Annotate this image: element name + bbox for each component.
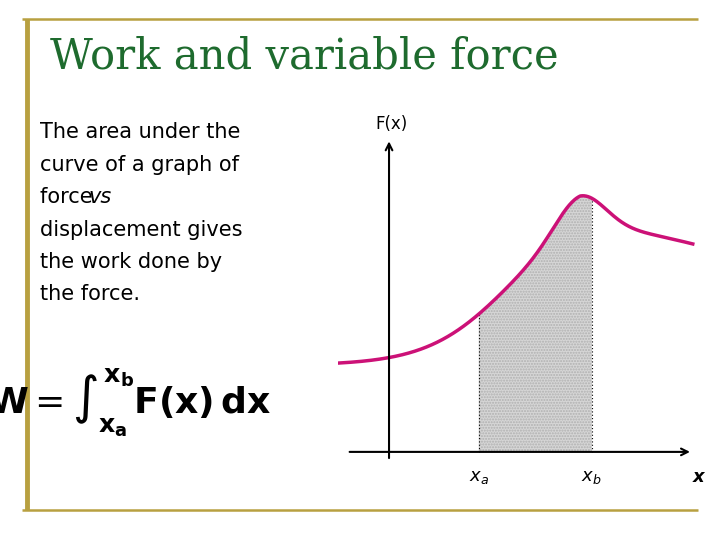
Text: curve of a graph of: curve of a graph of (40, 154, 238, 175)
Text: displacement gives: displacement gives (40, 219, 242, 240)
Text: $\mathbf{W} = \int_{\mathbf{x_a}}^{\mathbf{x_b}} \mathbf{F(x)\,dx}$: $\mathbf{W} = \int_{\mathbf{x_a}}^{\math… (0, 367, 271, 438)
Text: $x_b$: $x_b$ (581, 468, 602, 487)
Text: force: force (40, 187, 99, 207)
Text: the force.: the force. (40, 284, 140, 305)
Text: F(x): F(x) (375, 114, 408, 133)
Text: $x_a$: $x_a$ (469, 468, 489, 487)
Text: Work and variable force: Work and variable force (50, 36, 559, 78)
Text: the work done by: the work done by (40, 252, 222, 272)
Text: vs: vs (89, 187, 112, 207)
Text: x: x (693, 468, 704, 487)
Text: The area under the: The area under the (40, 122, 240, 143)
